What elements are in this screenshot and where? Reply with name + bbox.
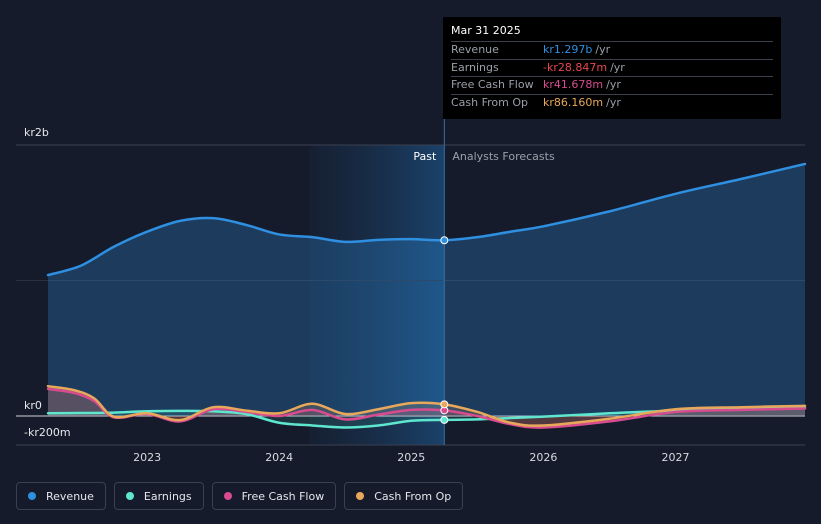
legend-dot-icon xyxy=(125,492,134,500)
marker-revenue xyxy=(440,236,449,245)
tooltip-label: Cash From Op xyxy=(451,95,529,109)
tooltip-unit: /yr xyxy=(606,78,621,91)
x-tick-label: 2025 xyxy=(397,451,425,464)
chart-legend: Revenue Earnings Free Cash Flow Cash Fro… xyxy=(16,482,464,510)
marker-earnings xyxy=(440,415,449,424)
y-axis-zero-label: kr0 xyxy=(24,399,42,412)
legend-dot-icon xyxy=(356,492,365,500)
x-tick-label: 2024 xyxy=(265,451,293,464)
legend-dot-icon xyxy=(28,492,36,500)
legend-dot-icon xyxy=(223,492,232,500)
tooltip-value: -kr28.847m xyxy=(543,60,608,74)
legend-label: Earnings xyxy=(143,489,192,503)
x-tick-label: 2023 xyxy=(133,451,161,464)
hover-tooltip: Mar 31 2025 Revenue kr1.297b /yr Earning… xyxy=(443,17,781,119)
past-label: Past xyxy=(413,150,437,163)
tooltip-label: Revenue xyxy=(451,43,499,56)
tooltip-row-cash-from-op: Cash From Op kr86.160m /yr xyxy=(451,93,773,112)
line-cash-from-op xyxy=(46,384,807,427)
legend-label: Cash From Op xyxy=(374,489,452,503)
y-axis-top-label: kr2b xyxy=(24,126,49,139)
tooltip-label: Free Cash Flow xyxy=(451,78,534,91)
line-earnings xyxy=(46,406,807,429)
tooltip-unit: /yr xyxy=(595,43,611,56)
legend-item-earnings[interactable]: Earnings xyxy=(113,482,204,510)
tooltip-unit: /yr xyxy=(606,95,621,109)
y-axis-bottom-label: -kr200m xyxy=(24,426,71,439)
tooltip-unit: /yr xyxy=(610,60,625,74)
legend-item-cash-from-op[interactable]: Cash From Op xyxy=(344,482,464,510)
legend-label: Revenue xyxy=(46,489,94,503)
past-region-shade xyxy=(309,145,445,445)
tooltip-row-earnings: Earnings -kr28.847m /yr xyxy=(451,58,773,77)
tooltip-label: Earnings xyxy=(451,60,499,74)
line-revenue xyxy=(46,162,807,277)
legend-label: Free Cash Flow xyxy=(241,489,325,503)
tooltip-row-revenue: Revenue kr1.297b /yr xyxy=(451,41,773,59)
legend-item-free-cash-flow[interactable]: Free Cash Flow xyxy=(211,482,337,510)
tooltip-value: kr41.678m xyxy=(543,78,604,91)
legend-item-revenue[interactable]: Revenue xyxy=(16,482,106,510)
tooltip-date: Mar 31 2025 xyxy=(451,24,521,37)
tooltip-row-free-cash-flow: Free Cash Flow kr41.678m /yr xyxy=(451,76,773,94)
x-tick-label: 2027 xyxy=(662,451,690,464)
forecast-label: Analysts Forecasts xyxy=(452,150,555,163)
marker-cash-from-op xyxy=(440,400,449,409)
area-cash-from-op xyxy=(48,386,805,426)
tooltip-value: kr1.297b xyxy=(543,43,593,56)
x-tick-label: 2026 xyxy=(529,451,557,464)
tooltip-value: kr86.160m xyxy=(543,95,604,109)
area-revenue xyxy=(48,163,805,416)
